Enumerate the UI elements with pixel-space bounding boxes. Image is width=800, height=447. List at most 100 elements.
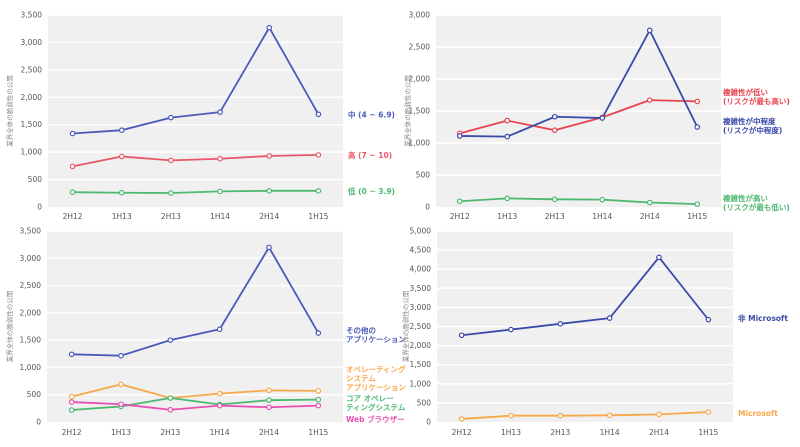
x-tick-label: 1H15: [687, 212, 707, 221]
data-point: [315, 152, 322, 158]
y-tick-label: 1,000: [20, 363, 42, 372]
legend-label: Web ブラウザー: [346, 414, 405, 424]
chart-vendor: 0 500 1,000 1,500 2,000 2,500 3,000 3,500 4,000 4…: [400, 224, 800, 447]
data-point: [167, 406, 174, 413]
legend-line: (リスクが中程度): [723, 125, 782, 135]
x-tick-label: 1H15: [308, 428, 328, 437]
legend-label: コア オペレーティングシステム: [346, 394, 406, 412]
data-point: [118, 189, 125, 196]
legend-label: 高 (7 ~ 10): [348, 150, 392, 160]
x-tick-label: 1H13: [501, 428, 521, 437]
series-line: [72, 153, 319, 168]
x-tick-label: 1H15: [698, 428, 718, 437]
data-point: [69, 130, 76, 137]
data-point: [656, 411, 662, 418]
legend-line: アプリケーション: [346, 334, 406, 344]
y-tick-label: 4,000: [410, 265, 432, 274]
x-tick-label: 2H12: [450, 212, 470, 221]
y-tick-label: 5,000: [410, 227, 432, 236]
series-line: [459, 99, 698, 135]
y-tick-label: 1,000: [410, 379, 432, 388]
x-tick-label: 2H12: [452, 428, 472, 437]
data-point: [456, 133, 463, 139]
y-axis-title: 業界全体の脆弱性の公開: [401, 291, 410, 363]
x-tick-label: 2H13: [160, 428, 180, 437]
legend-line: ティングシステム: [346, 402, 406, 412]
data-point: [646, 27, 653, 34]
data-point: [315, 330, 322, 336]
data-point: [168, 157, 174, 164]
y-tick-label: 2,000: [410, 341, 432, 350]
legend-line: 複雑性が中程度: [722, 116, 776, 126]
data-point: [504, 133, 511, 140]
chart-component: 0 500 1,000 1,500 2,000 2,500 3,000 3,500 業界全体の脆…: [0, 224, 406, 447]
y-tick-label: 1,000: [21, 148, 43, 157]
y-tick-label: 3,000: [20, 254, 42, 263]
y-tick-label: 1,500: [410, 360, 432, 369]
legend-label: 非 Microsoft: [738, 313, 788, 323]
data-point: [705, 316, 712, 323]
data-point: [266, 404, 272, 411]
data-point: [504, 117, 511, 124]
legend-label: その他のアプリケーション: [346, 325, 406, 344]
data-point: [315, 402, 322, 409]
y-tick-label: 3,500: [410, 284, 432, 293]
x-tick-label: 1H13: [111, 428, 131, 437]
data-point: [69, 163, 76, 170]
y-tick-label: 3,000: [410, 303, 432, 312]
legend-line: オペレーティング: [346, 364, 406, 374]
y-tick-label: 3,000: [21, 38, 43, 47]
x-tick-label: 1H14: [592, 212, 612, 221]
data-point: [167, 395, 174, 401]
y-tick-label: 500: [28, 175, 43, 184]
data-point: [599, 196, 606, 203]
data-point: [456, 198, 463, 205]
legend-label: オペレーティングシステムアプリケーション: [346, 364, 406, 392]
data-point: [315, 396, 322, 403]
chart-svg: 0 500 1,000 1,500 2,000 2,500 3,000 3,500 業界全体の脆…: [5, 11, 395, 222]
y-tick-label: 2,500: [409, 43, 431, 52]
chart-complexity: 0 500 1,000 1,500 2,000 2,500 3,000 業界全体の脆弱性の公開…: [400, 0, 800, 224]
data-point: [557, 321, 564, 327]
data-point: [118, 381, 124, 388]
series-line: [461, 256, 710, 337]
data-point: [705, 409, 712, 415]
y-tick-label: 2,000: [21, 93, 43, 102]
series-line: [461, 411, 709, 420]
legend-line: 低 (0 ~ 3.9): [347, 186, 395, 196]
y-tick-label: 4,500: [410, 246, 432, 255]
legend-label: Microsoft: [738, 409, 778, 418]
data-point: [216, 402, 223, 409]
y-tick-label: 3,000: [409, 11, 431, 20]
x-tick-label: 2H14: [640, 212, 660, 221]
data-point: [551, 196, 558, 203]
series-line: [71, 401, 319, 411]
data-point: [646, 199, 653, 206]
data-point: [606, 412, 613, 419]
data-point: [118, 401, 124, 408]
x-tick-label: 1H13: [112, 212, 132, 221]
legend-line: 中 (4 ~ 6.9): [348, 109, 395, 119]
x-tick-label: 2H14: [649, 428, 669, 437]
plot-area: [48, 15, 343, 207]
x-tick-label: 1H15: [308, 212, 328, 221]
legend-line: Web ブラウザー: [346, 414, 405, 424]
legend-line: 複雑性が低い: [722, 87, 768, 97]
y-tick-label: 500: [416, 171, 431, 180]
x-tick-label: 1H13: [497, 212, 517, 221]
data-point: [694, 201, 701, 207]
data-point: [217, 188, 223, 195]
chart-svg: 0 500 1,000 1,500 2,000 2,500 3,000 3,500 業界全体の脆…: [5, 227, 406, 438]
legend-label: 複雑性が中程度(リスクが中程度): [722, 116, 782, 135]
y-tick-label: 2,500: [21, 65, 43, 74]
data-point: [118, 127, 125, 134]
legend-line: その他の: [346, 325, 376, 335]
series-line: [459, 29, 699, 138]
legend-line: コア オペレー: [346, 394, 394, 403]
data-point: [551, 127, 558, 134]
y-tick-label: 1,500: [21, 120, 43, 129]
legend-line: (リスクが最も高い): [723, 96, 790, 106]
y-tick-label: 0: [426, 418, 431, 427]
data-point: [266, 387, 272, 394]
data-point: [68, 399, 75, 405]
